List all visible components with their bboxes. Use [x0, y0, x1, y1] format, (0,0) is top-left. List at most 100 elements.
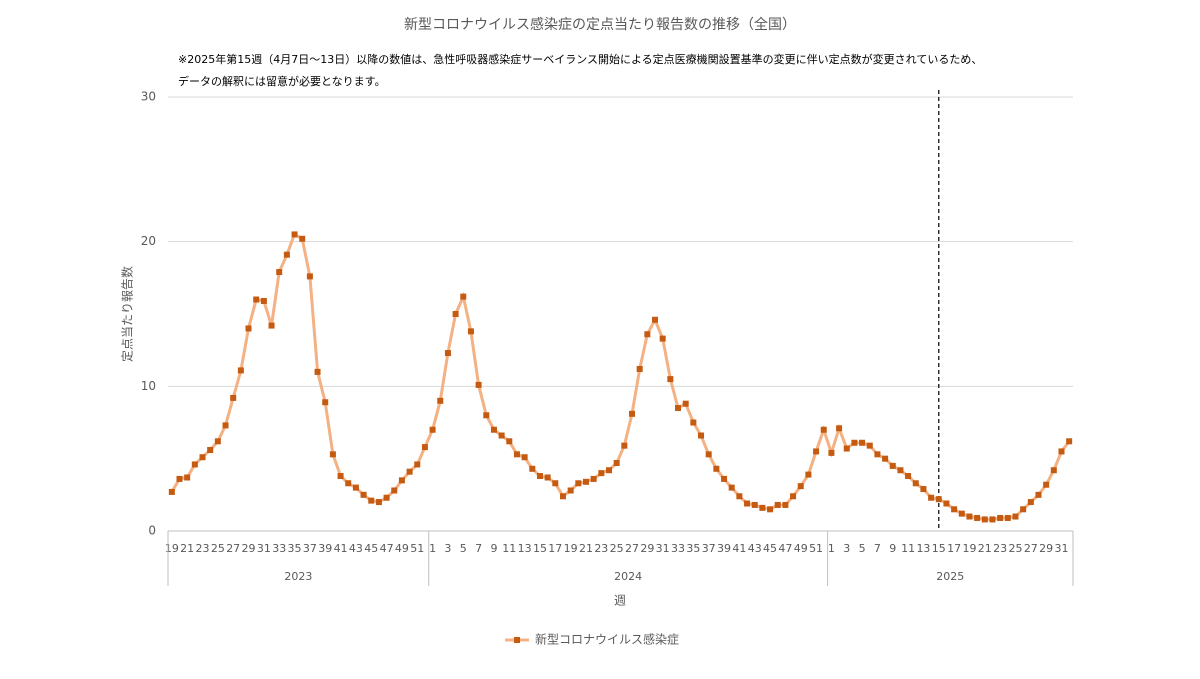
point — [928, 494, 935, 501]
point — [513, 451, 520, 458]
x-tick-label: 17 — [947, 542, 961, 555]
x-tick-label: 15 — [932, 542, 946, 555]
x-tick-label: 19 — [564, 542, 578, 555]
point — [859, 439, 866, 446]
point — [414, 461, 421, 468]
y-tick-label: 20 — [141, 234, 156, 248]
point — [1043, 481, 1050, 488]
x-tick-label: 41 — [334, 542, 348, 555]
point — [1012, 513, 1019, 520]
x-tick-label: 25 — [211, 542, 225, 555]
point — [820, 426, 827, 433]
x-tick-label: 23 — [196, 542, 210, 555]
point — [912, 480, 919, 487]
x-axis-label: 週 — [614, 594, 626, 608]
x-tick-label: 23 — [594, 542, 608, 555]
point — [391, 487, 398, 494]
x-tick-label: 1 — [828, 542, 835, 555]
x-tick-label: 35 — [686, 542, 700, 555]
point — [828, 449, 835, 456]
point — [329, 451, 336, 458]
x-tick-label: 31 — [1054, 542, 1068, 555]
point — [774, 501, 781, 508]
x-tick-label: 13 — [916, 542, 930, 555]
point — [345, 480, 352, 487]
point — [322, 399, 329, 406]
group-label: 2025 — [936, 570, 964, 583]
point — [843, 445, 850, 452]
y-axis-label: 定点当たり報告数 — [120, 266, 135, 362]
point — [360, 491, 367, 498]
point — [184, 474, 191, 481]
point — [974, 514, 981, 521]
point — [943, 500, 950, 507]
group-label: 2024 — [614, 570, 642, 583]
point — [721, 475, 728, 482]
point — [176, 475, 183, 482]
group-label: 2023 — [284, 570, 312, 583]
x-tick-label: 15 — [533, 542, 547, 555]
point — [230, 394, 237, 401]
x-tick-label: 5 — [859, 542, 866, 555]
note: データの解釈には留意が必要となります。 — [178, 74, 386, 88]
x-tick-label: 31 — [656, 542, 670, 555]
x-tick-label: 47 — [778, 542, 792, 555]
point — [421, 444, 428, 451]
point — [1035, 491, 1042, 498]
point — [989, 516, 996, 523]
x-tick-label: 25 — [610, 542, 624, 555]
x-tick-label: 9 — [490, 542, 497, 555]
x-tick-label: 19 — [165, 542, 179, 555]
point — [836, 425, 843, 432]
point — [889, 462, 896, 469]
point — [759, 504, 766, 511]
point — [214, 438, 221, 445]
x-tick-label: 27 — [625, 542, 639, 555]
point — [1020, 506, 1027, 513]
point — [667, 376, 674, 383]
chart-title: 新型コロナウイルス感染症の定点当たり報告数の推移（全国） — [404, 16, 796, 33]
point — [598, 470, 605, 477]
point — [997, 514, 1004, 521]
point — [375, 499, 382, 506]
point — [199, 454, 206, 461]
note: ※2025年第15週（4月7日～13日）以降の数値は、急性呼吸器感染症サーベイラ… — [178, 52, 982, 66]
point — [475, 381, 482, 388]
point — [237, 367, 244, 374]
point — [306, 273, 313, 280]
point — [698, 432, 705, 439]
point — [981, 516, 988, 523]
point — [245, 325, 252, 332]
point — [782, 501, 789, 508]
legend-label: 新型コロナウイルス感染症 — [535, 632, 679, 647]
point — [958, 510, 965, 517]
point — [736, 493, 743, 500]
x-tick-label: 45 — [763, 542, 777, 555]
point — [191, 461, 198, 468]
x-tick-label: 11 — [901, 542, 915, 555]
x-tick-label: 21 — [978, 542, 992, 555]
point — [529, 465, 536, 472]
y-tick-label: 10 — [141, 379, 156, 393]
x-tick-label: 35 — [288, 542, 302, 555]
x-tick-label: 31 — [257, 542, 271, 555]
point — [866, 442, 873, 449]
point — [352, 484, 359, 491]
point — [851, 439, 858, 446]
point — [897, 467, 904, 474]
point — [797, 483, 804, 490]
point — [368, 497, 375, 504]
x-tick-label: 19 — [962, 542, 976, 555]
point — [629, 410, 636, 417]
x-tick-label: 39 — [717, 542, 731, 555]
point — [299, 235, 306, 242]
point — [1004, 514, 1011, 521]
point — [490, 426, 497, 433]
point — [728, 484, 735, 491]
x-tick-label: 7 — [874, 542, 881, 555]
x-tick-label: 21 — [579, 542, 593, 555]
point — [222, 422, 229, 429]
x-tick-label: 27 — [226, 542, 240, 555]
x-tick-label: 33 — [272, 542, 286, 555]
point — [590, 475, 597, 482]
